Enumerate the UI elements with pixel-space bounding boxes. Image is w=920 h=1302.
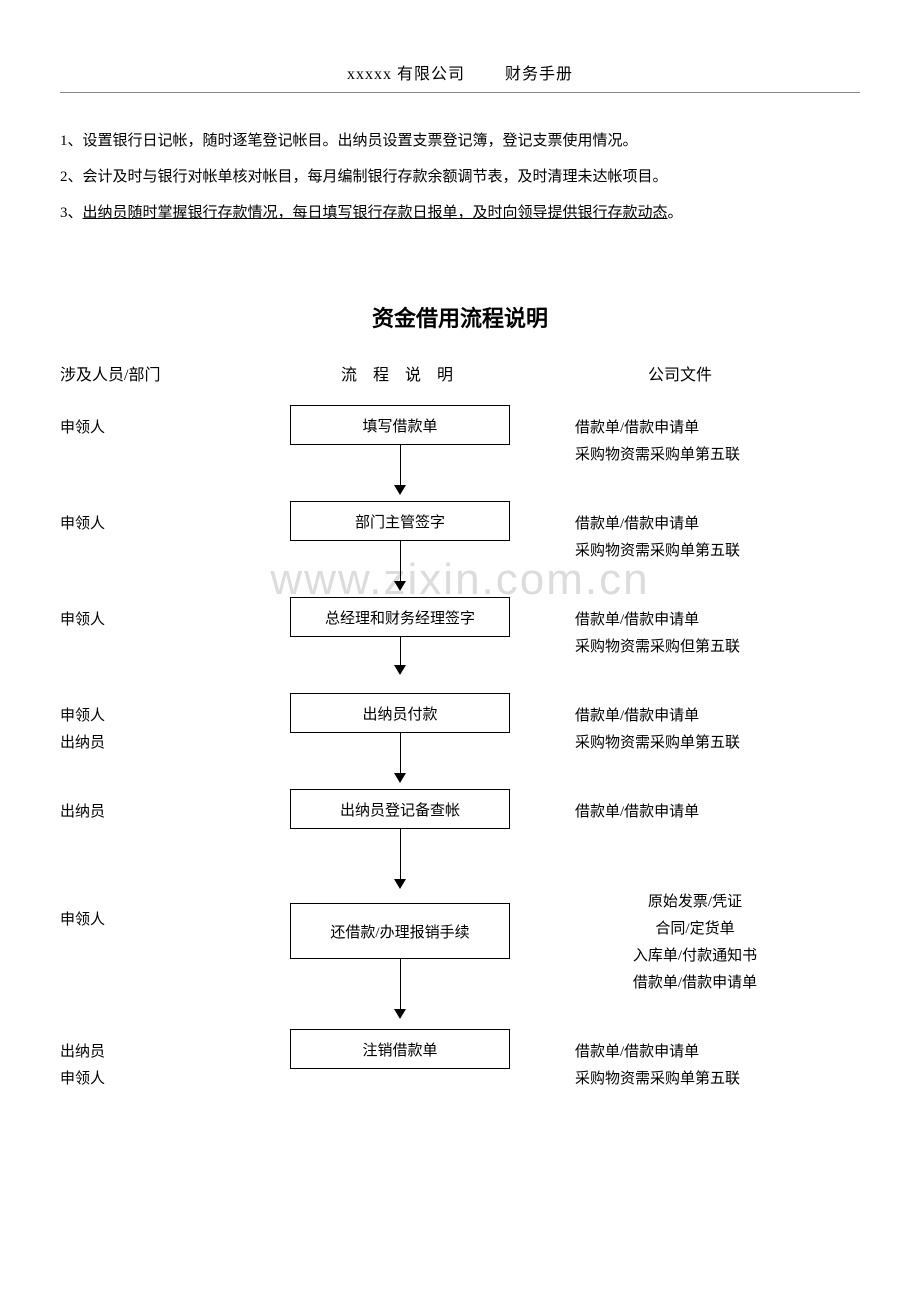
flowchart: 申领人 填写借款单 借款单/借款申请单 采购物资需采购单第五联 申领人 部门主管… [60,405,860,1125]
flow-node-dept-sign: 部门主管签字 [290,501,510,541]
personnel-text: 申领人 [60,1066,260,1093]
row-docs: 借款单/借款申请单 采购物资需采购但第五联 [540,597,840,661]
row-personnel: 出纳员 [60,789,260,826]
list-item-3-underlined: 出纳员随时掌握银行存款情况，每日填写银行存款日报单，及时向领导提供银行存款动态 [83,205,668,221]
doc-text: 合同/定货单 [550,916,840,943]
personnel-text: 出纳员 [60,1039,260,1066]
page-header: xxxxx 有限公司 财务手册 [60,60,860,93]
doc-text: 采购物资需采购单第五联 [575,1066,840,1093]
flow-node-cashier-register: 出纳员登记备查帐 [290,789,510,829]
col-header-docs: 公司文件 [540,361,820,385]
numbered-list: 1、设置银行日记帐，随时逐笔登记帐目。出纳员设置支票登记簿，登记支票使用情况。 … [60,123,860,231]
doc-name: 财务手册 [505,66,573,83]
doc-text: 借款单/借款申请单 [575,1039,840,1066]
personnel-text: 申领人 [60,907,260,934]
col-header-process: 流 程 说 明 [260,361,540,385]
row-docs: 借款单/借款申请单 采购物资需采购单第五联 [540,405,840,469]
flow-arrow [394,541,406,591]
flow-node-gm-sign: 总经理和财务经理签字 [290,597,510,637]
flow-node-cancel: 注销借款单 [290,1029,510,1069]
flowchart-title: 资金借用流程说明 [60,301,860,333]
flow-arrow [394,445,406,495]
doc-text: 借款单/借款申请单 [575,511,840,538]
doc-text: 采购物资需采购但第五联 [575,634,840,661]
doc-text: 采购物资需采购单第五联 [575,730,840,757]
flow-arrow [394,733,406,783]
doc-text: 借款单/借款申请单 [575,415,840,442]
personnel-text: 申领人 [60,415,260,442]
list-item-3-prefix: 3、 [60,205,83,221]
company-name: xxxxx 有限公司 [347,66,465,83]
personnel-text: 申领人 [60,607,260,634]
list-item-3: 3、出纳员随时掌握银行存款情况，每日填写银行存款日报单，及时向领导提供银行存款动… [60,195,860,231]
flow-row: 申领人 还借款/办理报销手续 原始发票/凭证 合同/定货单 入库单/付款通知书 … [60,889,860,1029]
doc-text: 采购物资需采购单第五联 [575,442,840,469]
doc-text: 入库单/付款通知书 [550,943,840,970]
row-personnel: 申领人 出纳员 [60,693,260,757]
row-docs: 原始发票/凭证 合同/定货单 入库单/付款通知书 借款单/借款申请单 [540,889,840,997]
flowchart-column-headers: 涉及人员/部门 流 程 说 明 公司文件 [60,361,860,385]
row-personnel: 申领人 [60,597,260,634]
personnel-text: 出纳员 [60,799,260,826]
row-docs: 借款单/借款申请单 采购物资需采购单第五联 [540,501,840,565]
flow-node-repay: 还借款/办理报销手续 [290,903,510,959]
flow-row: 出纳员 出纳员登记备查帐 借款单/借款申请单 [60,789,860,889]
flow-node-cashier-pay: 出纳员付款 [290,693,510,733]
row-personnel: 申领人 [60,889,260,934]
row-personnel: 申领人 [60,501,260,538]
row-docs: 借款单/借款申请单 [540,789,840,826]
doc-text: 采购物资需采购单第五联 [575,538,840,565]
flow-row: 申领人 总经理和财务经理签字 借款单/借款申请单 采购物资需采购但第五联 [60,597,860,693]
flow-arrow [394,637,406,675]
flow-node-fill-form: 填写借款单 [290,405,510,445]
col-header-personnel: 涉及人员/部门 [60,361,260,385]
flow-row: 申领人 填写借款单 借款单/借款申请单 采购物资需采购单第五联 [60,405,860,501]
flow-arrow [394,829,406,889]
doc-text: 借款单/借款申请单 [575,607,840,634]
row-personnel: 出纳员 申领人 [60,1029,260,1093]
flow-row: 申领人 出纳员 出纳员付款 借款单/借款申请单 采购物资需采购单第五联 [60,693,860,789]
flow-arrow [394,959,406,1019]
row-docs: 借款单/借款申请单 采购物资需采购单第五联 [540,693,840,757]
personnel-text: 出纳员 [60,730,260,757]
row-docs: 借款单/借款申请单 采购物资需采购单第五联 [540,1029,840,1093]
row-personnel: 申领人 [60,405,260,442]
list-item-1: 1、设置银行日记帐，随时逐笔登记帐目。出纳员设置支票登记簿，登记支票使用情况。 [60,123,860,159]
doc-text: 借款单/借款申请单 [575,703,840,730]
flow-row: 申领人 部门主管签字 借款单/借款申请单 采购物资需采购单第五联 [60,501,860,597]
list-item-2: 2、会计及时与银行对帐单核对帐目，每月编制银行存款余额调节表，及时清理未达帐项目… [60,159,860,195]
flow-row: 出纳员 申领人 注销借款单 借款单/借款申请单 采购物资需采购单第五联 [60,1029,860,1125]
list-item-3-suffix: 。 [668,205,683,221]
personnel-text: 申领人 [60,703,260,730]
doc-text: 借款单/借款申请单 [575,799,840,826]
page: xxxxx 有限公司 财务手册 1、设置银行日记帐，随时逐笔登记帐目。出纳员设置… [0,0,920,1165]
doc-text: 原始发票/凭证 [550,889,840,916]
doc-text: 借款单/借款申请单 [550,970,840,997]
personnel-text: 申领人 [60,511,260,538]
